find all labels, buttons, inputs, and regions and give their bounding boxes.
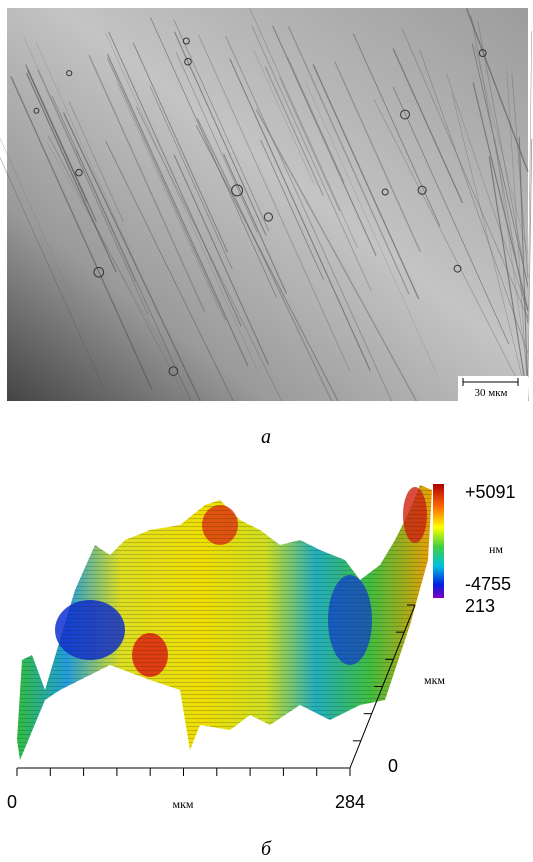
figure: 30 мкм а +5091 нм -4755 213 мкм 0 0 мкм … (0, 0, 533, 862)
colorbar-min: -4755 (465, 574, 511, 594)
y-axis-min: 0 (388, 756, 398, 776)
y-axis-label: мкм (424, 673, 445, 687)
x-axis-label: мкм (172, 797, 193, 811)
scale-bar-label: 30 мкм (474, 387, 507, 399)
colorbar-unit: нм (489, 542, 503, 556)
colorbar-max: +5091 (465, 482, 516, 502)
caption-b: б (261, 838, 272, 860)
y-axis-max: 213 (465, 596, 495, 616)
micrograph (0, 8, 532, 401)
x-axis-max: 284 (335, 792, 365, 812)
colorbar (433, 484, 444, 598)
x-axis-min: 0 (7, 792, 17, 812)
caption-a: а (261, 426, 271, 448)
